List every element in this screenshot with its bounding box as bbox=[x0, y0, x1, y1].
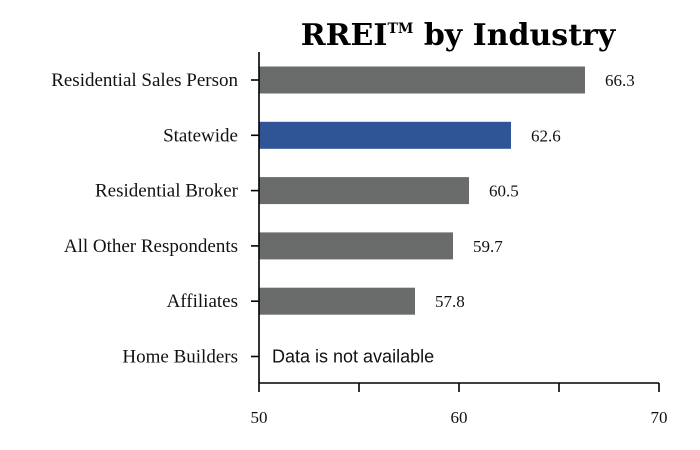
chart-title: RREITM by Industry bbox=[301, 18, 617, 53]
category-label: Residential Broker bbox=[95, 181, 239, 202]
bars-group bbox=[259, 66, 585, 315]
category-labels: Residential Sales Person Statewide Residen… bbox=[51, 70, 238, 368]
data-label: 66.3 bbox=[605, 71, 635, 90]
bar bbox=[259, 121, 511, 149]
bar bbox=[259, 232, 453, 260]
data-label: 62.6 bbox=[531, 126, 561, 145]
chart-title-rest: by Industry bbox=[413, 18, 616, 53]
chart-title-main: RREI bbox=[301, 18, 388, 53]
bar bbox=[259, 66, 585, 94]
category-label: All Other Respondents bbox=[64, 236, 238, 257]
x-tick-label: 70 bbox=[651, 408, 668, 427]
category-label: Affiliates bbox=[167, 291, 238, 312]
value-labels: 66.3 62.6 60.5 59.7 57.8 Data is not availabl… bbox=[272, 71, 635, 367]
data-label: 57.8 bbox=[435, 292, 465, 311]
bar bbox=[259, 177, 469, 205]
x-tick-label: 50 bbox=[251, 408, 268, 427]
axes: 50 60 70 bbox=[251, 52, 668, 427]
unavailable-note: Data is not available bbox=[272, 347, 434, 367]
x-tick-label: 60 bbox=[451, 408, 468, 427]
category-label: Statewide bbox=[163, 125, 238, 146]
category-label: Home Builders bbox=[122, 347, 238, 368]
data-label: 60.5 bbox=[489, 182, 519, 201]
category-label: Residential Sales Person bbox=[51, 70, 238, 91]
data-label: 59.7 bbox=[473, 237, 503, 256]
bar bbox=[259, 287, 415, 315]
chart-title-trademark: TM bbox=[387, 21, 413, 37]
